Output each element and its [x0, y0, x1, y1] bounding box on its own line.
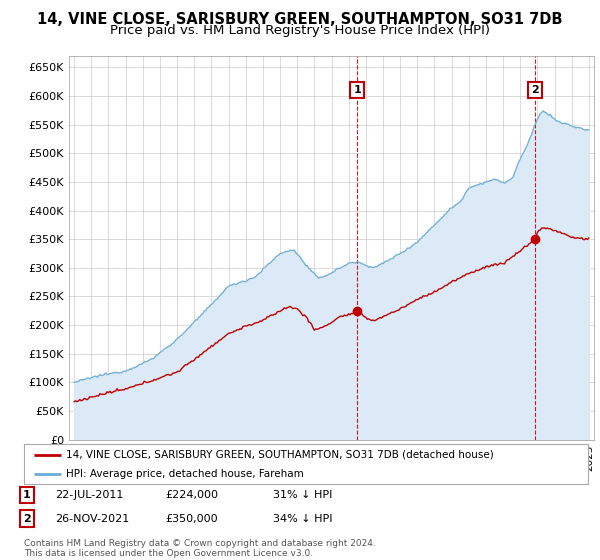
- Text: £350,000: £350,000: [165, 514, 218, 524]
- Text: 1: 1: [23, 490, 31, 500]
- Text: 34% ↓ HPI: 34% ↓ HPI: [273, 514, 332, 524]
- Text: 31% ↓ HPI: 31% ↓ HPI: [273, 490, 332, 500]
- Text: £224,000: £224,000: [165, 490, 218, 500]
- Text: 26-NOV-2021: 26-NOV-2021: [55, 514, 130, 524]
- Text: 22-JUL-2011: 22-JUL-2011: [55, 490, 124, 500]
- Text: 14, VINE CLOSE, SARISBURY GREEN, SOUTHAMPTON, SO31 7DB: 14, VINE CLOSE, SARISBURY GREEN, SOUTHAM…: [37, 12, 563, 27]
- Text: Contains HM Land Registry data © Crown copyright and database right 2024.
This d: Contains HM Land Registry data © Crown c…: [24, 539, 376, 558]
- Text: 2: 2: [23, 514, 31, 524]
- Text: 14, VINE CLOSE, SARISBURY GREEN, SOUTHAMPTON, SO31 7DB (detached house): 14, VINE CLOSE, SARISBURY GREEN, SOUTHAM…: [66, 450, 494, 460]
- Text: 2: 2: [530, 85, 538, 95]
- Text: HPI: Average price, detached house, Fareham: HPI: Average price, detached house, Fare…: [66, 469, 304, 479]
- Text: 1: 1: [353, 85, 361, 95]
- Text: Price paid vs. HM Land Registry's House Price Index (HPI): Price paid vs. HM Land Registry's House …: [110, 24, 490, 37]
